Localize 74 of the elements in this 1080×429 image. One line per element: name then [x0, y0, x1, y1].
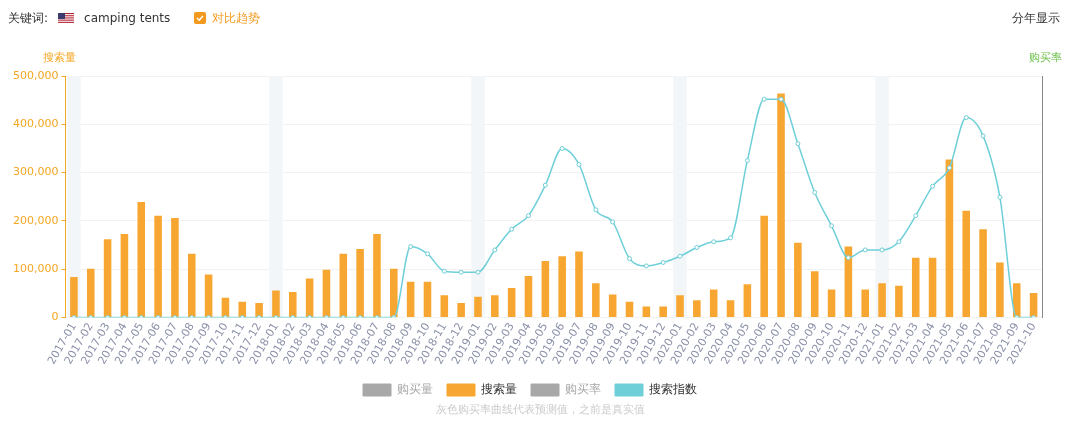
bar — [356, 248, 364, 318]
bar — [928, 257, 937, 318]
y-tick-label: 100,000 — [12, 262, 59, 276]
bar — [575, 251, 583, 318]
legend-label: 搜索指数 — [649, 382, 697, 397]
bar — [642, 306, 651, 318]
bar — [339, 253, 348, 318]
bar — [659, 306, 667, 318]
bar — [878, 283, 886, 318]
bar — [608, 294, 617, 318]
bar — [760, 215, 768, 318]
y-tick-label: 0 — [51, 310, 59, 324]
bar — [777, 93, 785, 318]
bar — [423, 281, 432, 318]
bar — [541, 261, 550, 318]
text: 对比趋势 — [212, 9, 261, 27]
bar — [979, 229, 987, 318]
bar — [288, 291, 297, 318]
y-tick-label: 400,000 — [12, 117, 59, 131]
bar — [154, 215, 162, 318]
y-tick-label: 300,000 — [12, 165, 59, 179]
bar — [592, 283, 600, 318]
legend-label: 搜索量 — [481, 382, 517, 397]
bar — [625, 301, 634, 318]
bar — [474, 296, 482, 318]
bar — [726, 300, 735, 318]
bar — [945, 159, 954, 318]
bar — [996, 262, 1004, 318]
bar — [911, 257, 920, 318]
bar — [440, 295, 449, 318]
y2-axis-title: 购买率 — [1029, 51, 1062, 65]
bar — [895, 285, 903, 318]
bar — [827, 289, 836, 318]
bar — [137, 202, 146, 318]
bar — [709, 289, 718, 318]
bar — [693, 300, 701, 318]
y-tick-label: 500,000 — [12, 68, 59, 82]
bar — [1012, 283, 1021, 318]
chart-title: 关键词: — [8, 9, 49, 27]
bar — [373, 234, 381, 318]
bar — [272, 290, 280, 318]
text: 分年显示 — [1012, 9, 1060, 27]
bar — [524, 276, 533, 318]
bar — [962, 210, 971, 318]
bar — [406, 281, 415, 318]
bar — [390, 268, 398, 318]
bar — [322, 269, 331, 318]
legend-label: 购买率 — [565, 382, 601, 397]
bar — [86, 268, 95, 318]
bar — [103, 239, 112, 318]
chart-subtitle: camping tents — [84, 11, 171, 25]
bar — [794, 242, 802, 318]
bar — [743, 284, 752, 318]
bar — [221, 297, 230, 318]
bar — [810, 271, 819, 318]
legend-label: 购买量 — [397, 382, 433, 397]
bar — [70, 277, 78, 318]
bar — [255, 303, 263, 318]
bar — [507, 288, 516, 318]
y-tick-label: 200,000 — [12, 213, 59, 227]
bar — [676, 295, 684, 318]
bar — [238, 301, 247, 318]
bar — [558, 256, 566, 318]
y-axis-title: 搜索量 — [43, 51, 77, 65]
bar — [120, 234, 129, 318]
bar — [861, 289, 870, 318]
bar — [305, 278, 314, 318]
bar — [171, 218, 179, 318]
bar — [457, 303, 465, 318]
bar — [844, 246, 853, 318]
bar — [1029, 292, 1038, 318]
bar — [491, 295, 499, 318]
bar — [204, 274, 213, 318]
bar — [187, 253, 196, 318]
